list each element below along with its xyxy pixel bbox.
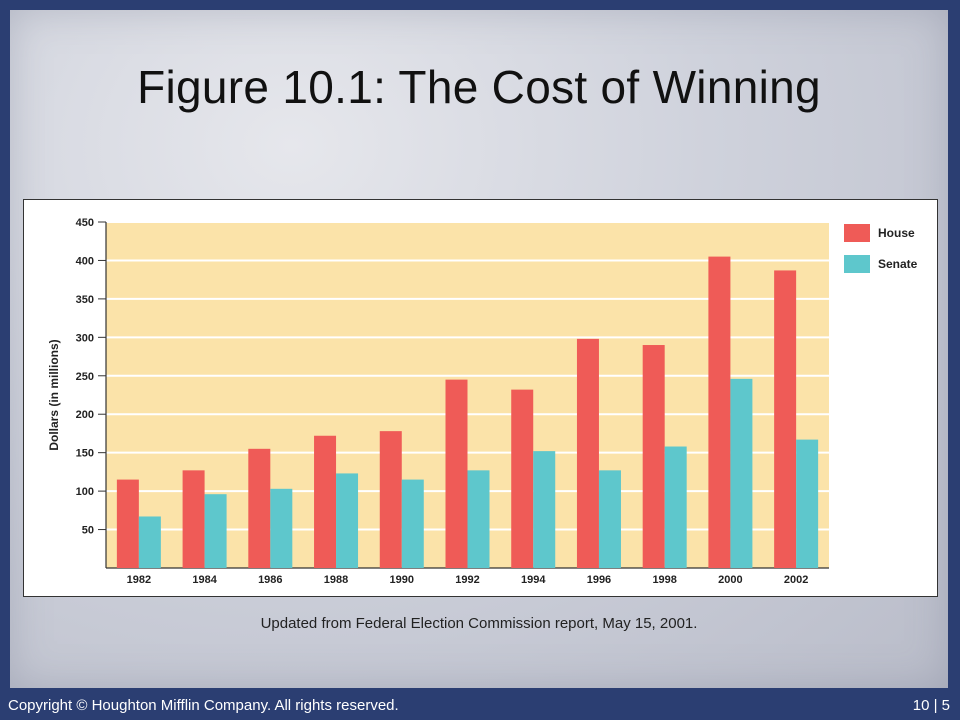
x-tick-label: 2000: [718, 574, 742, 586]
x-tick-label: 1982: [127, 574, 151, 586]
senate-bar: [401, 479, 424, 568]
house-bar: [445, 379, 468, 568]
senate-bar: [664, 446, 687, 568]
x-tick-label: 2002: [784, 574, 808, 586]
x-tick-label: 1994: [521, 574, 546, 586]
house-bar: [511, 389, 534, 568]
house-bar: [116, 479, 139, 568]
y-tick-label: 450: [76, 217, 94, 229]
y-tick-label: 50: [82, 525, 94, 537]
y-tick-label: 250: [76, 371, 94, 383]
house-bar: [379, 431, 402, 568]
house-bar: [248, 448, 271, 568]
legend-swatch-senate: [844, 255, 870, 273]
x-tick-label: 1984: [192, 574, 217, 586]
senate-bar: [598, 470, 621, 568]
x-tick-label: 1996: [587, 574, 611, 586]
senate-bar: [336, 473, 359, 568]
copyright-footer: Copyright © Houghton Mifflin Company. Al…: [8, 697, 399, 714]
x-tick-label: 1992: [455, 574, 479, 586]
x-tick-label: 1988: [324, 574, 348, 586]
slide-title: Figure 10.1: The Cost of Winning: [137, 61, 821, 113]
y-tick-label: 300: [76, 332, 94, 344]
chart-frame: 50 100 150 200 250 300 350 400 450 Dollars (in mi…: [23, 199, 938, 597]
house-bar: [774, 270, 797, 568]
bar-chart: 50 100 150 200 250 300 350 400 450 Dollars (in mi…: [47, 217, 918, 586]
y-tick-label: 400: [76, 255, 94, 267]
slide: Figure 10.1: The Cost of Winning 50 100 15…: [10, 10, 948, 688]
senate-bar: [204, 494, 227, 568]
house-bar: [642, 345, 665, 568]
y-tick-label: 350: [76, 294, 94, 306]
house-bar: [576, 338, 599, 568]
senate-bar: [796, 439, 819, 568]
senate-bar: [270, 488, 293, 568]
x-tick-label: 1990: [390, 574, 414, 586]
senate-bar: [467, 470, 490, 568]
legend-swatch-house: [844, 224, 870, 242]
senate-bar: [730, 378, 753, 568]
y-tick-label: 150: [76, 448, 94, 460]
house-bar: [182, 470, 205, 568]
y-tick-label: 100: [76, 486, 94, 498]
x-tick-label: 1986: [258, 574, 282, 586]
chart-source-caption: Updated from Federal Election Commission…: [260, 615, 698, 632]
y-tick-label: 200: [76, 409, 94, 421]
legend-label-senate: Senate: [878, 257, 918, 271]
legend-label-house: House: [878, 226, 915, 240]
senate-bar: [533, 451, 556, 568]
house-bar: [708, 256, 731, 568]
slide-number: 10 | 5: [912, 697, 950, 714]
house-bar: [314, 435, 337, 568]
senate-bar: [138, 516, 161, 568]
x-tick-label: 1998: [652, 574, 676, 586]
y-axis-label: Dollars (in millions): [47, 339, 61, 450]
